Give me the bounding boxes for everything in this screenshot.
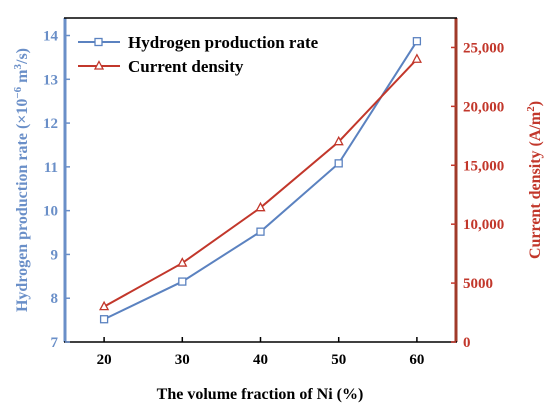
- data-point-current: [411, 53, 422, 63]
- y-left-tick-label: 14: [43, 29, 59, 45]
- y-left-tick-label: 7: [51, 335, 59, 351]
- y-right-tick-label: 15,000: [463, 158, 504, 174]
- y-right-tick-group: 0 5000 10,000 15,000 20,000 25,000: [451, 40, 504, 351]
- legend-marker-square: [94, 37, 103, 47]
- y-right-tick-label: 0: [463, 335, 471, 351]
- data-point-hydrogen: [334, 159, 343, 168]
- y-left-tick-label: 10: [43, 204, 58, 220]
- data-point-hydrogen: [99, 315, 109, 324]
- y-right-tick-label: 20,000: [463, 99, 504, 115]
- y-left-tick-label: 11: [44, 160, 58, 176]
- y-left-tick-label: 12: [43, 116, 58, 132]
- legend: Hydrogen production rate Current density: [78, 33, 319, 76]
- x-tick-label: 60: [409, 352, 424, 368]
- data-point-current: [99, 300, 110, 311]
- data-point-hydrogen: [412, 37, 422, 46]
- data-point-hydrogen: [178, 277, 187, 286]
- data-point-current: [177, 257, 188, 267]
- y-left-tick-label: 8: [51, 291, 59, 307]
- y-left-axis-label: Hydrogen production rate (×10−6 m3/s): [12, 48, 31, 312]
- series-line-hydrogen: [103, 40, 418, 321]
- y-left-tick-label: 9: [51, 247, 59, 263]
- y-left-tick-label: 13: [43, 72, 58, 88]
- y-right-tick-label: 5000: [463, 276, 493, 292]
- x-axis-label: The volume fraction of Ni (%): [157, 386, 364, 403]
- legend-label-current: Current density: [128, 57, 244, 76]
- y-right-tick-label: 25,000: [463, 40, 504, 56]
- x-tick-label: 50: [331, 352, 346, 368]
- legend-label-hydrogen: Hydrogen production rate: [128, 33, 319, 52]
- data-point-current: [333, 135, 344, 146]
- legend-marker-triangle: [93, 60, 105, 70]
- data-point-current: [255, 201, 266, 212]
- y-left-tick-group: 7 8 9 10 11 12 13 14: [43, 29, 70, 351]
- series-line-current: [103, 58, 418, 308]
- series-group: [99, 37, 422, 324]
- y-right-axis-label: Current density (A/m2): [525, 101, 544, 259]
- x-tick-label: 30: [175, 352, 190, 368]
- data-point-hydrogen: [256, 227, 265, 236]
- x-tick-label: 20: [97, 352, 112, 368]
- y-right-tick-label: 10,000: [463, 217, 504, 233]
- x-tick-group: 20 30 40 50 60: [97, 337, 424, 368]
- x-tick-label: 40: [253, 352, 268, 368]
